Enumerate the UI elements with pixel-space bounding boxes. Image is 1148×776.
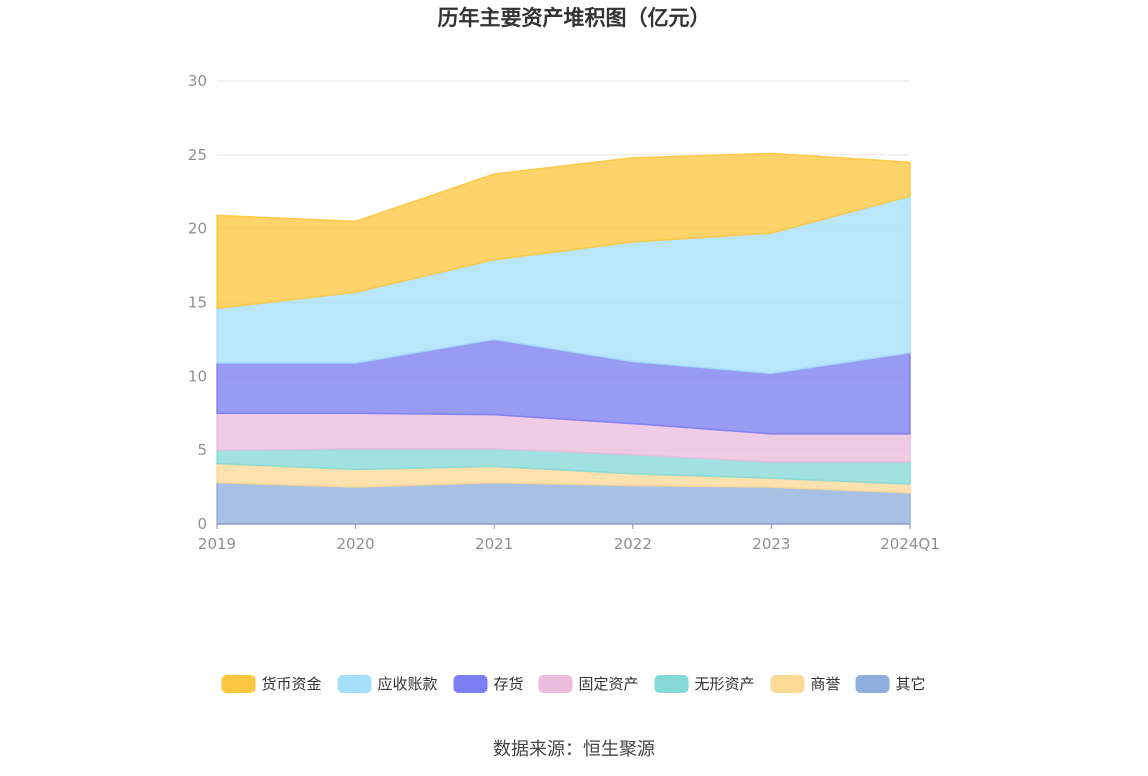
x-tick-label: 2024Q1: [880, 535, 940, 553]
x-axis: 2019 2020 2021 2022 2023 2024Q1: [198, 524, 940, 553]
area-series-group: [216, 152, 911, 525]
legend-swatch: [654, 675, 689, 693]
legend-swatch: [337, 675, 372, 693]
x-tick-label: 2020: [337, 535, 375, 553]
chart-title: 历年主要资产堆积图（亿元）: [438, 6, 711, 30]
legend-label: 固定资产: [579, 675, 639, 693]
x-tick-label: 2021: [475, 535, 513, 553]
legend-label: 无形资产: [695, 675, 755, 693]
legend-item-存货[interactable]: 存货: [453, 675, 524, 693]
legend-item-货币资金[interactable]: 货币资金: [221, 675, 322, 693]
legend: 货币资金 应收账款 存货 固定资产 无形资产 商誉 其它: [221, 675, 926, 693]
legend-label: 存货: [494, 675, 524, 693]
legend-item-其它[interactable]: 其它: [855, 675, 926, 693]
legend-item-应收账款[interactable]: 应收账款: [337, 675, 438, 693]
y-tick-label: 30: [188, 72, 207, 90]
x-tick-label: 2019: [198, 535, 236, 553]
legend-item-商誉[interactable]: 商誉: [770, 675, 841, 693]
legend-label: 货币资金: [262, 675, 322, 693]
y-tick-label: 15: [188, 294, 207, 312]
x-tick-label: 2023: [752, 535, 790, 553]
area-series-货币资金[interactable]: [216, 152, 911, 310]
legend-label: 其它: [896, 675, 926, 693]
source-text: 数据来源：恒生聚源: [493, 739, 655, 760]
legend-swatch: [770, 675, 805, 693]
legend-swatch: [453, 675, 488, 693]
legend-item-无形资产[interactable]: 无形资产: [654, 675, 755, 693]
legend-swatch: [221, 675, 256, 693]
y-tick-label: 0: [197, 515, 207, 533]
legend-label: 商誉: [811, 675, 841, 693]
y-tick-label: 20: [188, 220, 207, 238]
x-tick-label: 2022: [614, 535, 652, 553]
y-tick-label: 5: [197, 441, 207, 459]
legend-label: 应收账款: [378, 675, 438, 693]
legend-item-固定资产[interactable]: 固定资产: [538, 675, 639, 693]
legend-swatch: [538, 675, 573, 693]
y-tick-label: 10: [188, 367, 207, 385]
y-axis: 0 5 10 15 20 25 30: [188, 72, 207, 533]
legend-swatch: [855, 675, 890, 693]
y-tick-label: 25: [188, 146, 207, 164]
